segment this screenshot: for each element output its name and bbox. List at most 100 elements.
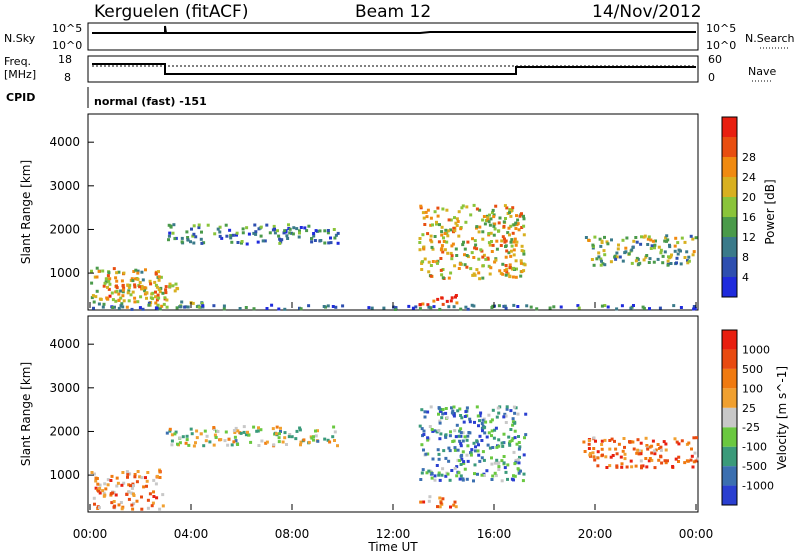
power-echo-cell <box>288 231 292 235</box>
power-echo-cell <box>463 247 467 251</box>
velocity-echo-cell <box>631 440 635 444</box>
power-echo-cell <box>151 297 155 301</box>
velocity-echo-cell <box>314 429 317 433</box>
velocity-echo-cell <box>425 471 429 475</box>
velocity-echo-cell <box>490 429 494 433</box>
power-echo-cell <box>514 227 518 230</box>
power-echo-cell <box>462 240 465 244</box>
velocity-echo-cell <box>279 430 282 433</box>
power-echo-cell <box>469 213 473 217</box>
velocity-panel: 1000 2000 3000 4000 Slant Range [km] 1000 50… <box>19 315 789 513</box>
velocity-echo-cell <box>677 460 680 463</box>
power-echo-cell <box>512 248 516 252</box>
power-echo-cell <box>504 255 508 259</box>
velocity-echo-cell <box>97 506 101 510</box>
power-echo-cell <box>92 300 96 304</box>
velocity-echo-cell <box>462 461 466 465</box>
velocity-echo-cell <box>466 444 470 448</box>
velocity-echo-cell <box>611 454 615 457</box>
velocity-echo-cell <box>483 431 487 435</box>
velocity-echo-cell <box>232 429 236 432</box>
power-echo-cell <box>278 237 282 241</box>
velocity-echo-cell <box>630 465 634 469</box>
power-echo-cell <box>171 231 175 235</box>
velocity-echo-cell <box>427 499 431 503</box>
power-echo-cell <box>507 251 511 255</box>
power-echo-cell <box>692 305 696 308</box>
power-echo-cell <box>429 306 433 310</box>
velocity-echo-cell <box>113 504 117 508</box>
velocity-echo-cell <box>473 472 476 476</box>
power-echo-cell <box>225 234 229 238</box>
power-echo-cell <box>615 307 619 311</box>
velocity-echo-cell <box>184 441 188 445</box>
power-echo-cell <box>440 296 444 300</box>
power-echo-cell <box>503 237 506 241</box>
power-echo-cell <box>603 263 607 267</box>
velocity-echo-cell <box>419 478 423 481</box>
velocity-echo-cell <box>190 432 194 436</box>
power-echo-cell <box>222 307 226 311</box>
velocity-echo-cell <box>428 425 432 428</box>
power-echo-cell <box>522 224 526 228</box>
power-colorbar-tick-label: 12 <box>742 231 756 244</box>
velocity-echo-cell <box>466 459 470 463</box>
velocity-echo-cell <box>650 458 654 462</box>
velocity-colorbar-tick-label: -25 <box>742 421 760 434</box>
velocity-echo-cell <box>256 429 260 433</box>
velocity-echo-cell <box>476 414 480 418</box>
power-colorbar-tick-label: 4 <box>742 271 749 284</box>
velocity-echo-cell <box>514 406 518 410</box>
velocity-echo-cell <box>433 478 437 482</box>
nave-tick-bottom: 0 <box>708 71 715 84</box>
power-echo-cell <box>484 257 488 261</box>
velocity-echo-cell <box>333 439 336 442</box>
velocity-echo-cell <box>460 457 464 461</box>
velocity-echo-cell <box>473 449 477 453</box>
power-echo-cell <box>503 304 507 308</box>
power-echo-cell <box>108 282 112 286</box>
power-echo-cell <box>318 229 322 233</box>
power-echo-cell <box>535 307 539 311</box>
power-echo-cell <box>165 305 169 309</box>
velocity-echo-cell <box>140 476 144 480</box>
power-echo-cell <box>238 307 242 310</box>
velocity-echo-cell <box>463 467 467 471</box>
velocity-echo-cell <box>470 448 474 452</box>
power-echo-cell <box>120 279 124 283</box>
velocity-colorbar-segment <box>722 407 737 428</box>
power-echo-cell <box>457 210 461 214</box>
velocity-echo-cell <box>516 458 520 462</box>
power-echo-cell <box>656 257 660 261</box>
velocity-echo-cell <box>664 442 668 446</box>
velocity-echo-cell <box>129 484 132 488</box>
power-echo-cell <box>114 299 118 303</box>
velocity-echo-cell <box>145 484 148 488</box>
velocity-echo-cell <box>517 447 521 451</box>
power-echo-cell <box>235 231 239 235</box>
power-echo-cell <box>158 290 162 294</box>
velocity-echo-cell <box>219 438 223 442</box>
velocity-echo-cell <box>454 435 458 439</box>
power-echo-cell <box>617 243 620 247</box>
velocity-echo-cell <box>154 482 158 486</box>
velocity-echo-cell <box>158 507 162 511</box>
power-echo-cell <box>600 239 604 243</box>
velocity-echo-cell <box>239 431 243 435</box>
velocity-echo-cell <box>459 463 463 466</box>
velocity-echo-cell <box>328 440 332 444</box>
velocity-echo-cell <box>673 437 677 441</box>
power-echo-cell <box>111 306 115 309</box>
power-echo-cell <box>461 243 465 247</box>
freq-panel-frame <box>87 55 699 83</box>
power-echo-cell <box>520 270 524 273</box>
velocity-echo-cell <box>131 507 135 511</box>
velocity-echo-cell <box>255 429 259 433</box>
velocity-y-tick-label: 2000 <box>49 424 80 438</box>
velocity-echo-cell <box>490 434 493 438</box>
power-echo-cell <box>472 272 476 276</box>
power-echo-cell <box>230 240 234 244</box>
velocity-echo-cell <box>165 431 169 435</box>
velocity-echo-cell <box>605 466 609 469</box>
power-echo-cell <box>629 306 633 310</box>
